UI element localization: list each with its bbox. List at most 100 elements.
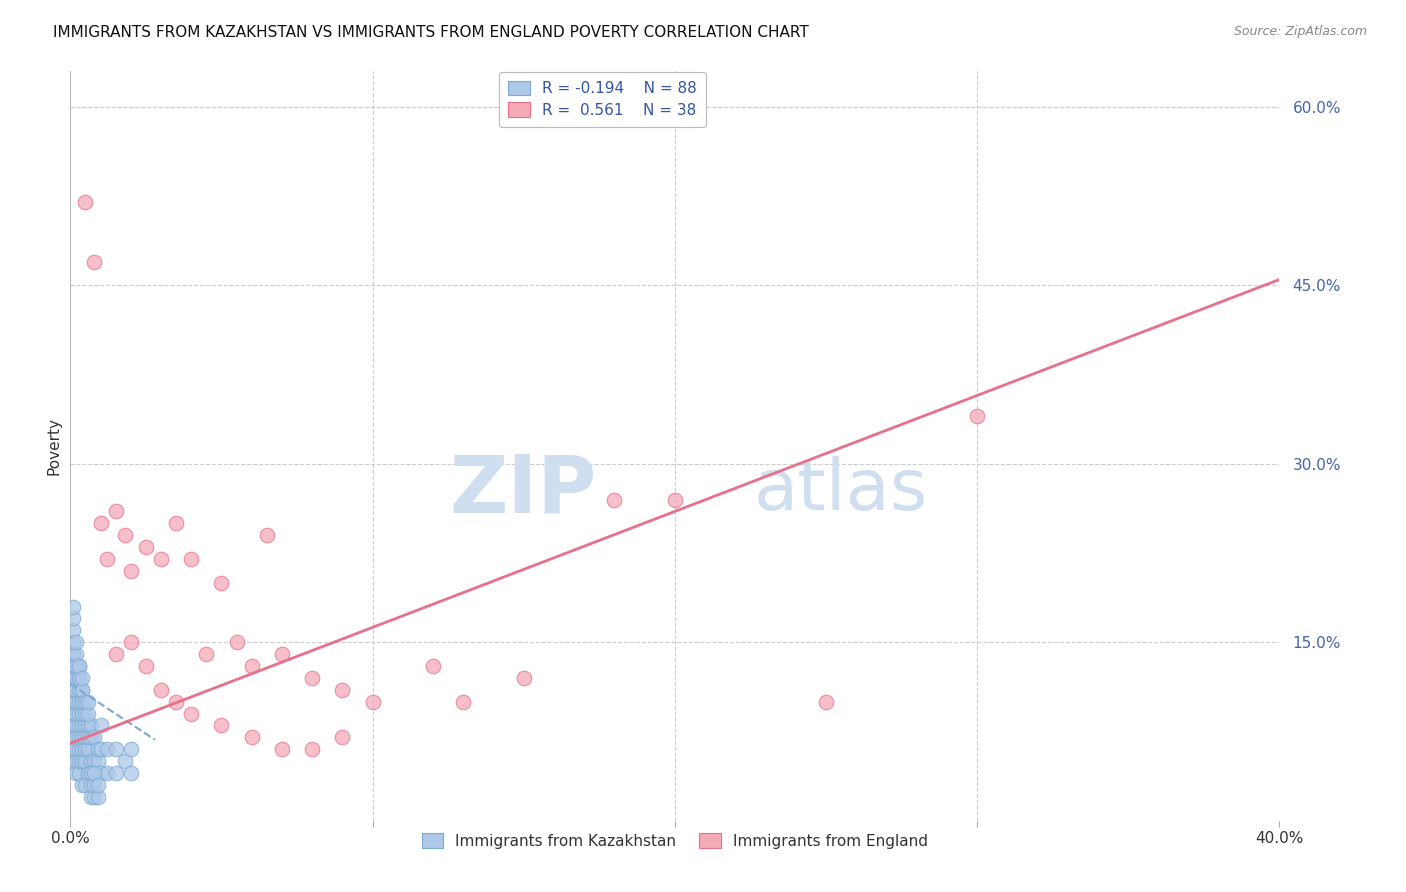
Point <box>62 647 84 661</box>
Point <box>86 754 108 768</box>
Point <box>453 695 475 709</box>
Point <box>67 754 90 768</box>
Point <box>90 742 111 756</box>
Point <box>62 647 84 661</box>
Point <box>77 731 100 745</box>
Point <box>150 682 172 697</box>
Point <box>77 766 100 780</box>
Point <box>966 409 988 424</box>
Point <box>72 695 94 709</box>
Point <box>104 742 127 756</box>
Point <box>65 635 87 649</box>
Point <box>62 659 84 673</box>
Point <box>86 789 108 804</box>
Point <box>361 695 384 709</box>
Point <box>62 624 84 638</box>
Point <box>65 718 87 732</box>
Point <box>67 659 90 673</box>
Point <box>65 671 87 685</box>
Point <box>301 742 323 756</box>
Text: ZIP: ZIP <box>449 452 596 530</box>
Point <box>77 742 100 756</box>
Point <box>96 766 118 780</box>
Point <box>62 599 84 614</box>
Point <box>75 742 97 756</box>
Point <box>815 695 838 709</box>
Point <box>83 731 105 745</box>
Point <box>135 659 157 673</box>
Point <box>72 682 94 697</box>
Point <box>83 754 105 768</box>
Point <box>67 695 90 709</box>
Text: IMMIGRANTS FROM KAZAKHSTAN VS IMMIGRANTS FROM ENGLAND POVERTY CORRELATION CHART: IMMIGRANTS FROM KAZAKHSTAN VS IMMIGRANTS… <box>53 25 810 40</box>
Point <box>90 766 111 780</box>
Point <box>180 552 202 566</box>
Point <box>65 682 87 697</box>
Point <box>513 671 536 685</box>
Legend: Immigrants from Kazakhstan, Immigrants from England: Immigrants from Kazakhstan, Immigrants f… <box>412 824 938 858</box>
Point <box>86 742 108 756</box>
Point <box>211 575 233 590</box>
Point <box>75 195 97 210</box>
Point <box>165 516 187 531</box>
Point <box>67 718 90 732</box>
Point <box>72 671 94 685</box>
Point <box>135 540 157 554</box>
Point <box>67 766 90 780</box>
Point <box>104 766 127 780</box>
Point <box>332 731 354 745</box>
Point <box>86 778 108 792</box>
Point <box>67 742 90 756</box>
Point <box>180 706 202 721</box>
Point <box>120 564 142 578</box>
Point <box>77 695 100 709</box>
Point <box>240 659 263 673</box>
Point <box>72 718 94 732</box>
Point <box>80 789 103 804</box>
Point <box>75 778 97 792</box>
Point <box>67 659 90 673</box>
Point <box>83 766 105 780</box>
Point <box>114 528 136 542</box>
Point <box>62 706 84 721</box>
Point <box>77 706 100 721</box>
Point <box>72 731 94 745</box>
Point <box>62 754 84 768</box>
Point <box>83 778 105 792</box>
Point <box>72 742 94 756</box>
Point <box>256 528 278 542</box>
Point <box>67 671 90 685</box>
Point <box>65 731 87 745</box>
Point <box>65 754 87 768</box>
Point <box>270 647 294 661</box>
Point <box>80 718 103 732</box>
Text: Source: ZipAtlas.com: Source: ZipAtlas.com <box>1233 25 1367 38</box>
Point <box>65 647 87 661</box>
Point <box>165 695 187 709</box>
Point <box>664 492 686 507</box>
Point <box>62 695 84 709</box>
Point <box>75 731 97 745</box>
Point <box>72 706 94 721</box>
Point <box>75 754 97 768</box>
Point <box>90 516 111 531</box>
Point <box>120 635 142 649</box>
Point <box>62 635 84 649</box>
Point <box>67 706 90 721</box>
Point <box>72 778 94 792</box>
Point <box>67 671 90 685</box>
Text: atlas: atlas <box>754 457 928 525</box>
Point <box>332 682 354 697</box>
Point <box>225 635 247 649</box>
Point <box>301 671 323 685</box>
Point <box>65 706 87 721</box>
Point <box>240 731 263 745</box>
Point <box>65 695 87 709</box>
Point <box>75 718 97 732</box>
Point <box>270 742 294 756</box>
Point <box>65 659 87 673</box>
Point <box>114 754 136 768</box>
Point <box>90 718 111 732</box>
Y-axis label: Poverty: Poverty <box>46 417 62 475</box>
Point <box>211 718 233 732</box>
